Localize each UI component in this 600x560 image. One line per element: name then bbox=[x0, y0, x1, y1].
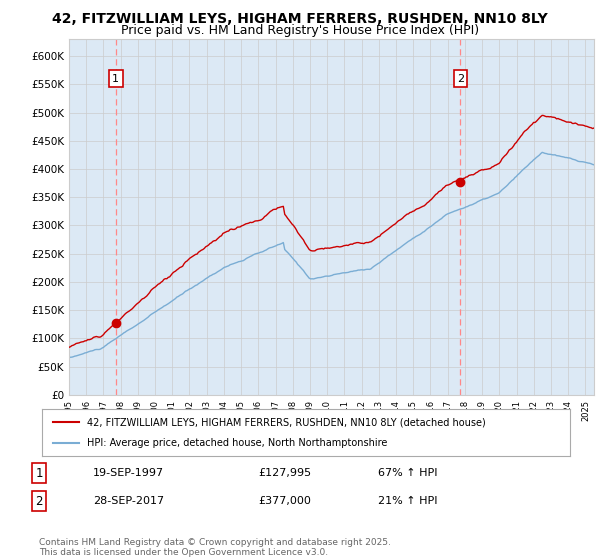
Text: Price paid vs. HM Land Registry's House Price Index (HPI): Price paid vs. HM Land Registry's House … bbox=[121, 24, 479, 36]
Text: £377,000: £377,000 bbox=[258, 496, 311, 506]
Text: 19-SEP-1997: 19-SEP-1997 bbox=[93, 468, 164, 478]
Text: 21% ↑ HPI: 21% ↑ HPI bbox=[378, 496, 437, 506]
Text: 2: 2 bbox=[457, 74, 464, 83]
Text: 42, FITZWILLIAM LEYS, HIGHAM FERRERS, RUSHDEN, NN10 8LY: 42, FITZWILLIAM LEYS, HIGHAM FERRERS, RU… bbox=[52, 12, 548, 26]
Text: £127,995: £127,995 bbox=[258, 468, 311, 478]
Text: 42, FITZWILLIAM LEYS, HIGHAM FERRERS, RUSHDEN, NN10 8LY (detached house): 42, FITZWILLIAM LEYS, HIGHAM FERRERS, RU… bbox=[87, 417, 485, 427]
Text: Contains HM Land Registry data © Crown copyright and database right 2025.
This d: Contains HM Land Registry data © Crown c… bbox=[39, 538, 391, 557]
Text: HPI: Average price, detached house, North Northamptonshire: HPI: Average price, detached house, Nort… bbox=[87, 438, 387, 448]
Text: 2: 2 bbox=[35, 494, 43, 508]
Text: 67% ↑ HPI: 67% ↑ HPI bbox=[378, 468, 437, 478]
Text: 28-SEP-2017: 28-SEP-2017 bbox=[93, 496, 164, 506]
Text: 1: 1 bbox=[35, 466, 43, 480]
Text: 1: 1 bbox=[112, 74, 119, 83]
